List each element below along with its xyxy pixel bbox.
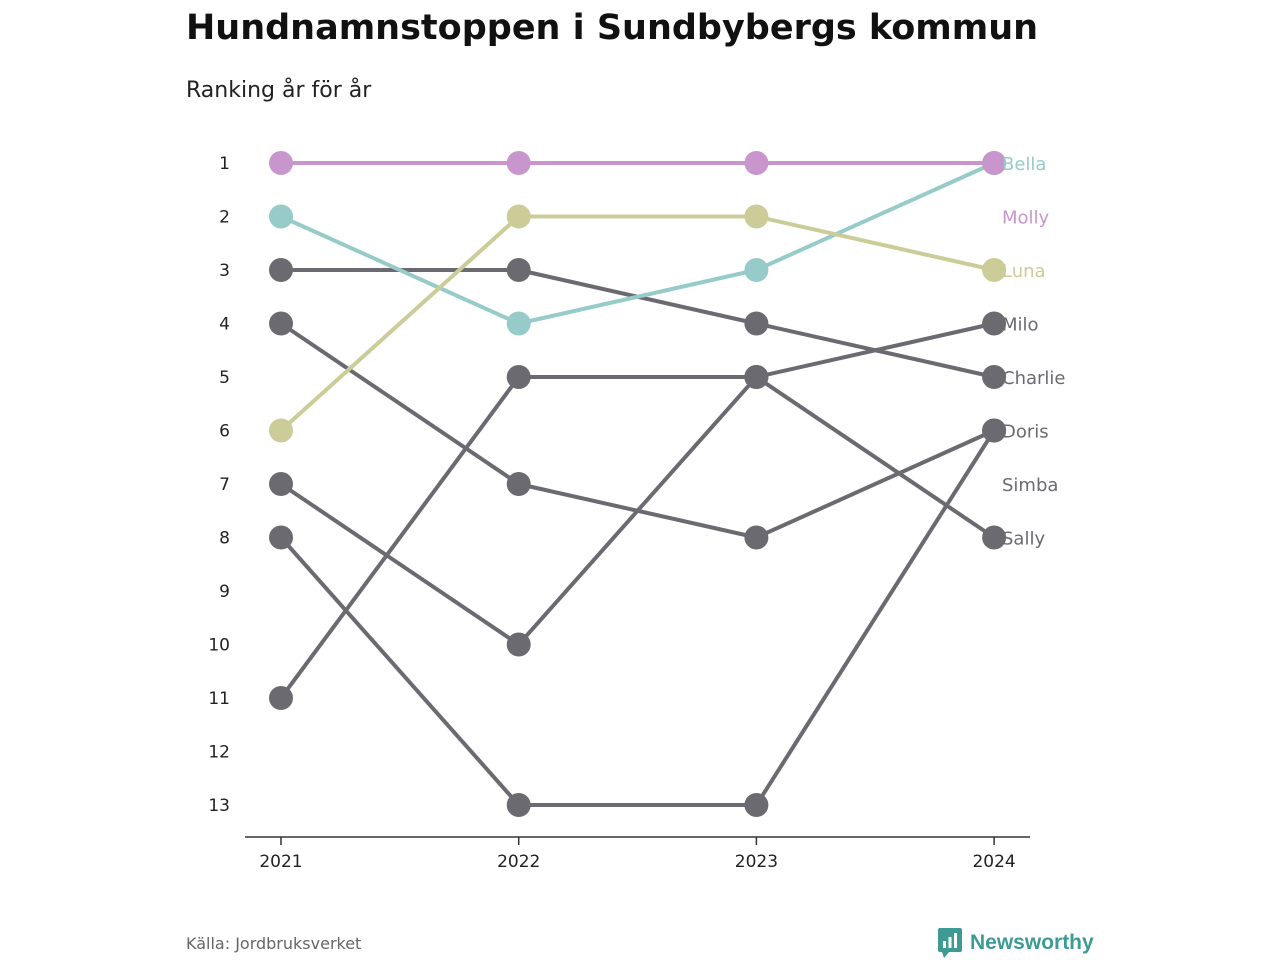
series-points <box>269 151 1007 817</box>
series-label-molly: Molly <box>1002 208 1050 229</box>
y-tick-label: 12 <box>208 743 230 763</box>
point-milo-2024 <box>982 311 1007 336</box>
series-line-luna <box>279 214 997 433</box>
x-tick-label: 2024 <box>972 852 1015 872</box>
point-molly-2022 <box>506 151 531 175</box>
point-charlie-2023 <box>744 311 769 336</box>
series-end-labels: Bella Molly Luna Milo Charlie Doris Simba Sally <box>1002 154 1065 550</box>
x-tick-label: 2021 <box>259 852 302 872</box>
series-label-luna: Luna <box>1002 261 1046 282</box>
point-doris-2022 <box>506 793 531 817</box>
point-luna-2022 <box>506 204 531 229</box>
point-simba-2023 <box>744 525 769 550</box>
y-tick-label: 3 <box>219 261 230 281</box>
y-tick-label: 7 <box>219 475 230 495</box>
point-molly-2021 <box>269 151 293 175</box>
point-luna-2024 <box>982 258 1007 282</box>
series-line-charlie <box>279 268 997 379</box>
point-simba-2022 <box>506 472 531 496</box>
x-tick-label: 2023 <box>735 852 778 872</box>
point-molly-2023 <box>744 151 769 175</box>
source-note: Källa: Jordbruksverket <box>186 934 362 953</box>
y-tick-label: 11 <box>208 689 230 709</box>
series-line-sally <box>279 375 997 647</box>
point-bella-2022 <box>506 311 531 336</box>
series-label-bella: Bella <box>1002 154 1046 175</box>
brand-name: Newsworthy <box>970 931 1094 954</box>
point-sally-2024 <box>982 525 1007 550</box>
series-label-milo: Milo <box>1002 315 1039 336</box>
y-tick-label: 4 <box>219 315 230 335</box>
point-bella-2021 <box>269 204 293 229</box>
series-line-doris <box>279 428 997 807</box>
point-sally-2021 <box>269 472 293 496</box>
y-tick-label: 9 <box>219 582 230 602</box>
y-tick-label: 10 <box>208 636 230 656</box>
series-line-bella <box>279 161 997 326</box>
brand-logo: Newsworthy <box>938 928 1094 958</box>
point-charlie-2021 <box>269 258 293 282</box>
point-milo-2021 <box>269 686 293 710</box>
y-tick-label: 6 <box>219 422 230 442</box>
point-doris-2021 <box>269 525 293 550</box>
y-tick-label: 2 <box>219 208 230 228</box>
point-bella-2023 <box>744 258 769 282</box>
chart-title: Hundnamnstoppen i Sundbybergs kommun <box>186 8 1039 48</box>
y-tick-label: 1 <box>219 154 230 174</box>
y-tick-label: 13 <box>208 796 230 816</box>
series-label-charlie: Charlie <box>1002 368 1065 389</box>
point-sally-2022 <box>506 632 531 657</box>
point-sally-2023 <box>744 365 769 389</box>
series-lines <box>279 161 997 807</box>
series-line-simba <box>279 321 997 540</box>
x-axis-ticks: 2021 2022 2023 2024 <box>259 837 1016 872</box>
point-milo-2022 <box>506 365 531 389</box>
point-simba-2024 <box>982 418 1007 443</box>
x-tick-label: 2022 <box>497 852 540 872</box>
point-molly-2024 <box>982 151 1007 175</box>
series-label-sally: Sally <box>1002 529 1045 550</box>
point-charlie-2024 <box>982 365 1007 389</box>
point-doris-2023 <box>744 793 769 817</box>
point-charlie-2022 <box>506 258 531 282</box>
series-label-doris: Doris <box>1002 422 1049 443</box>
point-luna-2023 <box>744 204 769 229</box>
chart-subtitle: Ranking år för år <box>186 78 372 103</box>
y-tick-label: 5 <box>219 368 230 388</box>
series-label-simba: Simba <box>1002 475 1058 496</box>
y-tick-label: 8 <box>219 529 230 549</box>
point-simba-2021 <box>269 311 293 336</box>
newsworthy-logo-icon <box>938 928 962 958</box>
point-luna-2021 <box>269 418 293 443</box>
